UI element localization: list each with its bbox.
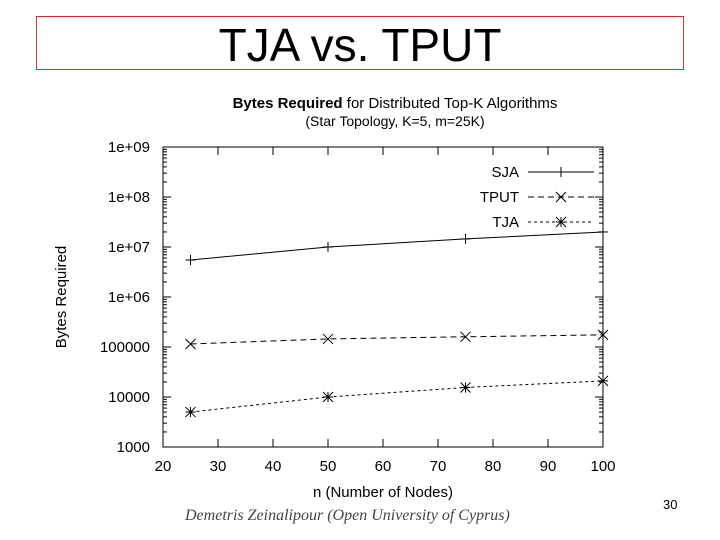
legend-marker-tput	[555, 191, 567, 203]
y-axis-label: Bytes Required	[53, 246, 70, 349]
x-tick-label: 100	[590, 458, 615, 475]
data-point-sja	[185, 254, 196, 265]
x-tick-label: 20	[155, 458, 172, 475]
data-point-sja	[323, 242, 333, 252]
legend-label-tja: TJA	[492, 214, 519, 231]
data-point-tput	[185, 338, 196, 350]
series-line-sja	[190, 231, 604, 261]
y-tick-label: 10000	[108, 389, 150, 406]
slide-footer: Demetris Zeinalipour (Open University of…	[185, 507, 510, 524]
legend-marker-tja	[555, 216, 567, 228]
y-tick-label: 1000	[117, 439, 150, 456]
data-point-tput	[597, 329, 609, 341]
legend-label-tput: TPUT	[480, 189, 519, 206]
x-tick-label: 90	[540, 458, 557, 475]
slide-title-box: TJA vs. TPUT	[36, 16, 684, 70]
y-tick-label: 1e+08	[108, 189, 150, 206]
chart-subtitle: (Star Topology, K=5, m=25K)	[305, 113, 484, 129]
x-tick-label: 60	[375, 458, 392, 475]
y-tick-label: 1e+06	[108, 289, 150, 306]
data-point-tput	[322, 333, 334, 345]
plot-frame	[162, 146, 604, 448]
chart-title-rest: for Distributed Top-K Algorithms	[343, 95, 558, 112]
data-point-tput	[460, 331, 471, 343]
x-axis-label: n (Number of Nodes)	[313, 484, 453, 501]
y-tick-label: 100000	[100, 339, 150, 356]
data-point-sja	[598, 226, 608, 237]
data-point-tja	[460, 382, 471, 393]
series-line-tja	[190, 380, 604, 413]
x-tick-label: 50	[320, 458, 337, 475]
data-point-tja	[322, 391, 334, 403]
data-point-tja	[185, 406, 196, 418]
y-tick-label: 1e+07	[108, 239, 150, 256]
x-tick-label: 80	[485, 458, 502, 475]
data-point-tja	[597, 375, 609, 387]
legend-marker-sja	[556, 167, 566, 177]
data-point-sja	[460, 233, 471, 244]
page-number: 30	[663, 497, 678, 512]
x-tick-label: 40	[265, 458, 282, 475]
y-tick-label: 1e+09	[108, 139, 150, 156]
chart-title: Bytes Required for Distributed Top-K Alg…	[233, 95, 558, 112]
series-line-tput	[190, 334, 604, 345]
x-tick-label: 30	[210, 458, 227, 475]
slide-title: TJA vs. TPUT	[218, 19, 502, 71]
x-tick-label: 70	[430, 458, 447, 475]
legend-label-sja: SJA	[491, 164, 519, 181]
chart-title-bold: Bytes Required	[233, 95, 343, 112]
